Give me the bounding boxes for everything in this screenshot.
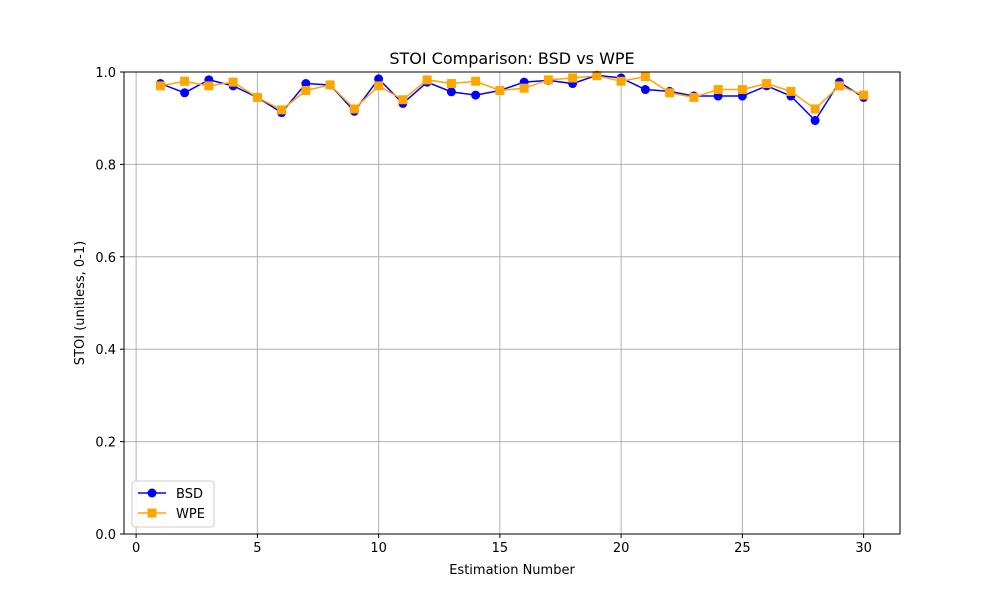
wpe-point [423, 75, 432, 84]
wpe-point [180, 77, 189, 86]
wpe-point [641, 72, 650, 81]
x-tick-label: 30 [855, 541, 872, 556]
legend-marker-bsd [148, 489, 157, 498]
wpe-point [786, 87, 795, 96]
bsd-point [811, 116, 820, 125]
wpe-point [495, 86, 504, 95]
bsd-point [641, 85, 650, 94]
wpe-point [568, 74, 577, 83]
x-tick-label: 15 [492, 541, 509, 556]
wpe-point [447, 79, 456, 88]
plot-frame [124, 72, 900, 534]
y-tick-label: 0.8 [95, 158, 116, 173]
bsd-series-line [160, 75, 863, 120]
x-tick-label: 10 [370, 541, 387, 556]
x-tick-label: 20 [613, 541, 630, 556]
y-tick-label: 0.4 [95, 343, 116, 358]
wpe-point [350, 104, 359, 113]
wpe-point [665, 88, 674, 97]
legend-label-wpe: WPE [176, 507, 205, 522]
y-tick-label: 0.2 [95, 436, 116, 451]
x-tick-label: 0 [132, 541, 140, 556]
wpe-point [835, 81, 844, 90]
grid [124, 72, 900, 534]
bsd-point [180, 88, 189, 97]
wpe-point [544, 75, 553, 84]
x-tick-label: 5 [253, 541, 261, 556]
wpe-point [253, 93, 262, 102]
wpe-point [398, 95, 407, 104]
wpe-point [326, 80, 335, 89]
wpe-point [471, 77, 480, 86]
wpe-point [204, 81, 213, 90]
wpe-point [156, 81, 165, 90]
y-tick-label: 0.6 [95, 251, 116, 266]
y-tick-label: 0.0 [95, 528, 116, 543]
bsd-point [447, 87, 456, 96]
bsd-point [471, 91, 480, 100]
wpe-series-line [160, 76, 863, 110]
y-axis-label: STOI (unitless, 0-1) [73, 241, 88, 365]
legend-marker-wpe [148, 509, 157, 518]
legend-label-bsd: BSD [176, 487, 203, 502]
wpe-point [301, 86, 310, 95]
series-layer [156, 71, 868, 125]
wpe-point [762, 79, 771, 88]
wpe-point [592, 71, 601, 80]
wpe-point [859, 91, 868, 100]
wpe-point [374, 81, 383, 90]
wpe-point [811, 104, 820, 113]
wpe-point [520, 84, 529, 93]
wpe-point [617, 77, 626, 86]
wpe-point [277, 105, 286, 114]
wpe-point [738, 85, 747, 94]
y-tick-label: 1.0 [95, 66, 116, 81]
wpe-point [689, 93, 698, 102]
legend: BSD WPE [132, 481, 214, 527]
x-axis-label: Estimation Number [449, 563, 575, 578]
x-tick-label: 25 [734, 541, 751, 556]
wpe-point [229, 78, 238, 87]
wpe-point [714, 85, 723, 94]
chart-title: STOI Comparison: BSD vs WPE [389, 49, 634, 68]
